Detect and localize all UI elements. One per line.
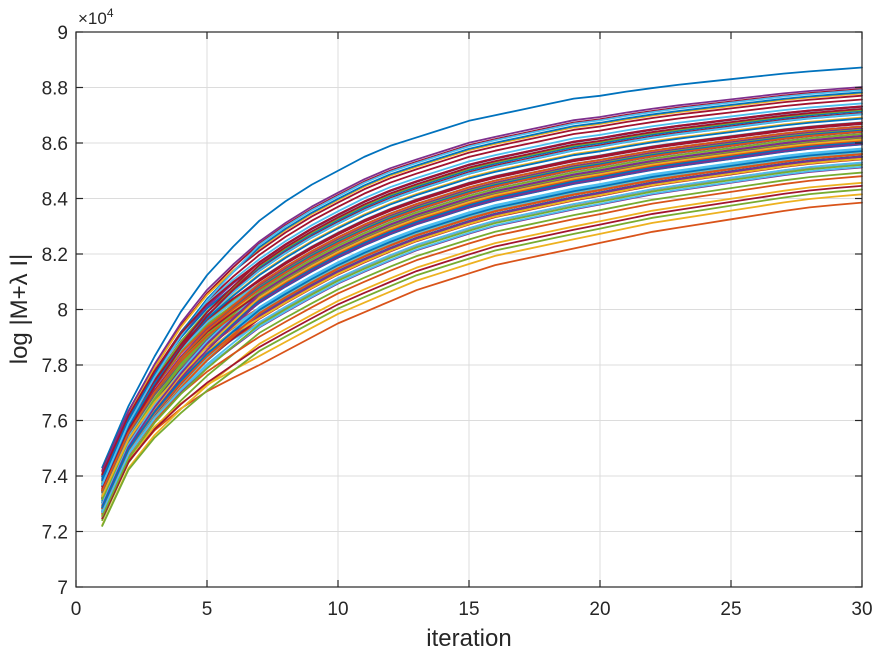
y-tick-label: 8.8: [42, 79, 68, 100]
series-line: [101, 135, 863, 508]
series-line: [101, 92, 863, 475]
series-line: [101, 153, 863, 510]
series-group: [101, 66, 863, 527]
x-tick-label: 30: [851, 599, 872, 620]
series-line: [101, 201, 863, 517]
series-line: [101, 163, 863, 518]
series-line: [101, 108, 863, 492]
x-tick-label: 5: [202, 599, 213, 620]
y-tick-label: 7.8: [42, 356, 68, 377]
series-line: [101, 175, 863, 512]
x-tick-label: 10: [327, 599, 348, 620]
x-tick-label: 0: [71, 599, 82, 620]
series-line: [101, 130, 863, 492]
y-tick-label: 8: [57, 301, 68, 322]
series-line: [101, 113, 863, 488]
series-line: [101, 125, 863, 494]
series-line: [101, 102, 863, 477]
y-exponent-label: ×104: [78, 6, 114, 28]
series-line: [101, 123, 863, 481]
series-line: [101, 105, 863, 476]
series-line: [101, 117, 863, 486]
ticks: 0 5 10 15 20 25 30 7 7.2 7.4 7.6 7.8 8 8.2 8.4 8.6 8.8 9: [42, 23, 873, 620]
series-line: [101, 188, 863, 527]
series-line: [101, 142, 863, 510]
series-line: [101, 109, 863, 485]
y-axis-label: log |M+λ I|: [6, 254, 33, 365]
y-tick-label: 8.4: [42, 190, 69, 211]
series-line: [101, 88, 863, 476]
y-tick-label: 7.4: [42, 467, 69, 488]
y-tick-label: 7.2: [42, 523, 68, 544]
series-line: [101, 193, 863, 515]
y-tick-label: 7: [57, 578, 68, 599]
x-tick-label: 20: [589, 599, 610, 620]
y-tick-label: 9: [57, 23, 68, 44]
series-line: [101, 132, 863, 501]
series-line: [101, 89, 863, 486]
x-tick-label: 15: [458, 599, 479, 620]
y-tick-label: 8.6: [42, 134, 68, 155]
series-line: [101, 161, 863, 514]
series-line: [101, 66, 863, 469]
series-line: [101, 86, 863, 473]
series-line: [101, 157, 863, 497]
x-tick-label: 25: [720, 599, 741, 620]
series-line: [101, 98, 863, 477]
series-line: [101, 139, 863, 492]
y-tick-label: 7.6: [42, 412, 68, 433]
y-tick-label: 8.2: [42, 245, 68, 266]
x-axis-label: iteration: [426, 625, 511, 652]
series-line: [101, 138, 863, 508]
series-line: [101, 150, 863, 509]
series-line: [101, 184, 863, 520]
